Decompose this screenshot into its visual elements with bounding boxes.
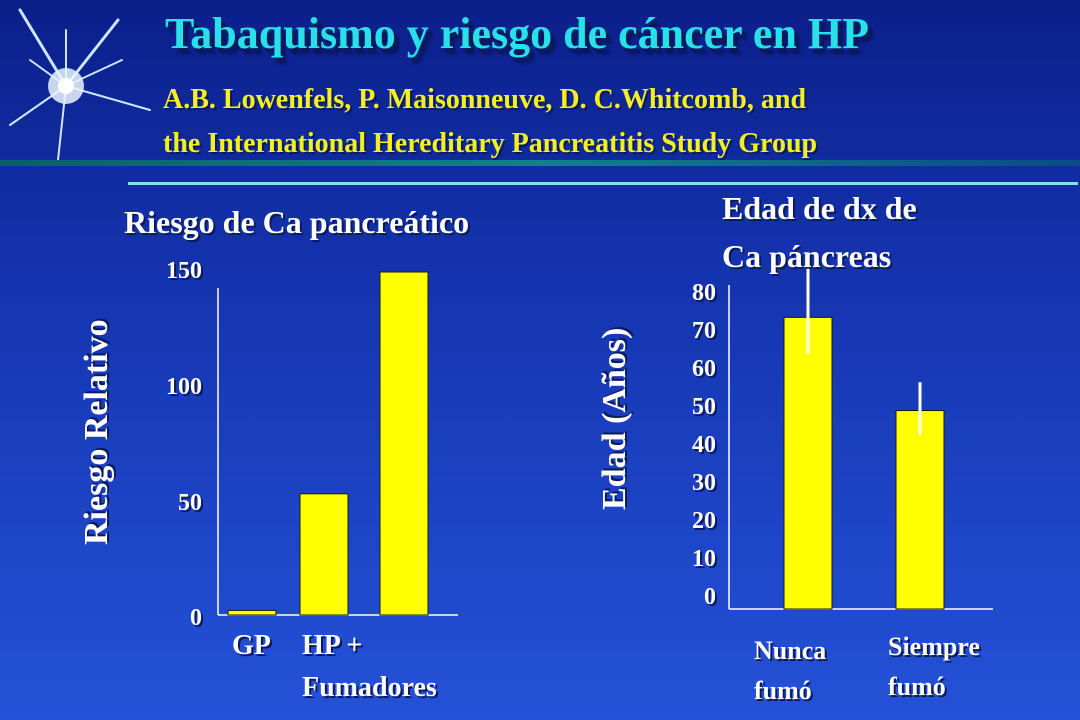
chart2-ytick-30: 30 [692, 470, 716, 496]
authors-line-1: A.B. Lowenfels, P. Maisonneuve, D. C.Whi… [163, 84, 807, 115]
chart2-title-line2: Ca páncreas [722, 238, 892, 274]
chart1-xlabel-hp: HP + [302, 630, 363, 661]
chart1-xlabel-gp: GP [232, 630, 271, 661]
chart2-bar-1 [783, 316, 833, 610]
chart2-xlabel-siempre: Siempre [888, 632, 980, 661]
chart2-xlabel-nunca-fumo: fumó [754, 676, 812, 705]
slide-title: Tabaquismo y riesgo de cáncer en HP [165, 9, 870, 58]
chart2-ytick-20: 20 [692, 508, 716, 534]
chart2-xlabel-siempre-fumo: fumó [888, 672, 946, 701]
chart2-ytick-60: 60 [692, 356, 716, 382]
chart1-title: Riesgo de Ca pancreático [124, 204, 470, 240]
chart1-bar-1 [227, 609, 277, 616]
chart1-plot [217, 271, 458, 616]
chart2-ytick-70: 70 [692, 318, 716, 344]
starburst-logo [9, 8, 151, 161]
chart2-bar-2 [895, 410, 945, 610]
chart1-bar-2 [299, 493, 349, 616]
chart2-ytick-40: 40 [692, 432, 716, 458]
chart2-ytick-80: 80 [692, 280, 716, 306]
chart2-title-line1: Edad de dx de [722, 190, 917, 226]
chart2-ytick-50: 50 [692, 394, 716, 420]
title-divider [128, 182, 1078, 185]
chart1-ytick-0: 0 [190, 605, 202, 631]
chart2-plot [728, 268, 993, 610]
chart1-ytick-150: 150 [166, 258, 202, 284]
chart2-ytick-10: 10 [692, 546, 716, 572]
authors-line-2: the International Hereditary Pancreatiti… [163, 128, 818, 159]
chart1-xlabel-fumadores: Fumadores [302, 672, 437, 703]
chart1-ytick-50: 50 [178, 490, 202, 516]
chart2-xlabel-nunca: Nunca [754, 636, 827, 665]
header-stripe [0, 160, 1080, 166]
chart2-ytick-0: 0 [704, 584, 716, 610]
chart1-bar-3 [379, 271, 429, 616]
chart1-ytick-100: 100 [166, 374, 202, 400]
